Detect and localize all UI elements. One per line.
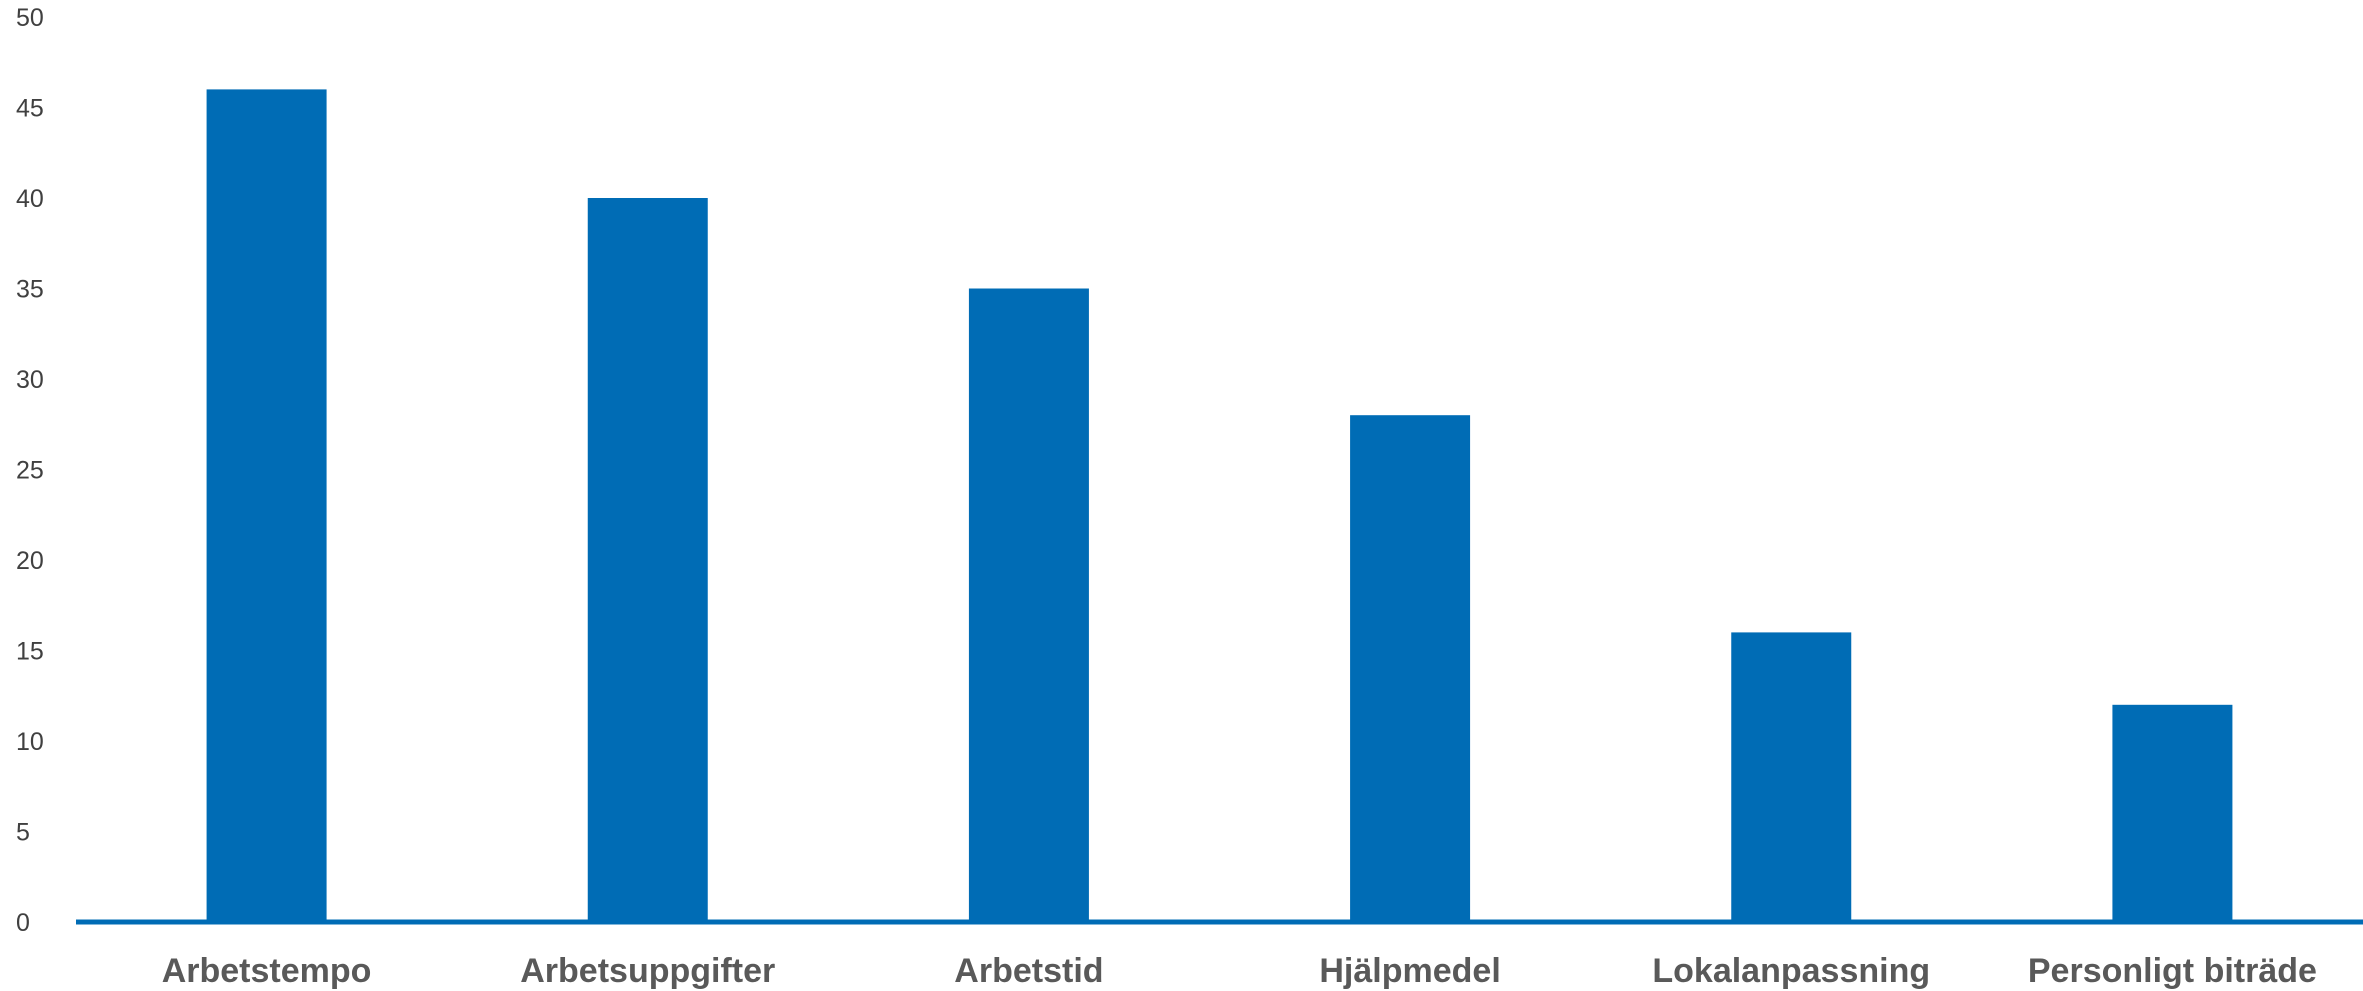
bars [206,89,2233,922]
bar-lokalanpassning [1731,632,1852,922]
x-axis-labels: Arbetstempo Arbetsuppgifter Arbetstid Hjälp… [162,952,2317,990]
x-tick-label: Arbetsuppgifter [520,952,775,990]
bar-arbetsuppgifter [587,198,708,922]
y-tick-label: 20 [16,547,44,575]
y-tick-label: 10 [16,728,44,756]
x-tick-label: Hjälpmedel [1319,952,1500,990]
x-tick-label: Personligt biträde [2028,952,2317,990]
y-tick-label: 45 [16,95,44,123]
y-tick-label: 15 [16,638,44,666]
x-tick-label: Arbetstempo [162,952,372,990]
bar-arbetstempo [206,89,327,922]
y-axis-ticks: 0 5 10 15 20 25 30 35 40 45 50 [16,4,44,937]
y-tick-label: 30 [16,366,44,394]
bar-personligt-biträde [2112,704,2233,922]
y-tick-label: 25 [16,457,44,485]
y-tick-label: 0 [16,909,30,937]
x-tick-label: Arbetstid [954,952,1103,990]
bar-arbetstid [968,288,1089,922]
y-tick-label: 35 [16,276,44,304]
x-tick-label: Lokalanpassning [1652,952,1930,990]
y-tick-label: 50 [16,4,44,32]
bar-hjälpmedel [1350,415,1471,922]
y-tick-label: 40 [16,185,44,213]
y-tick-label: 5 [16,819,30,847]
